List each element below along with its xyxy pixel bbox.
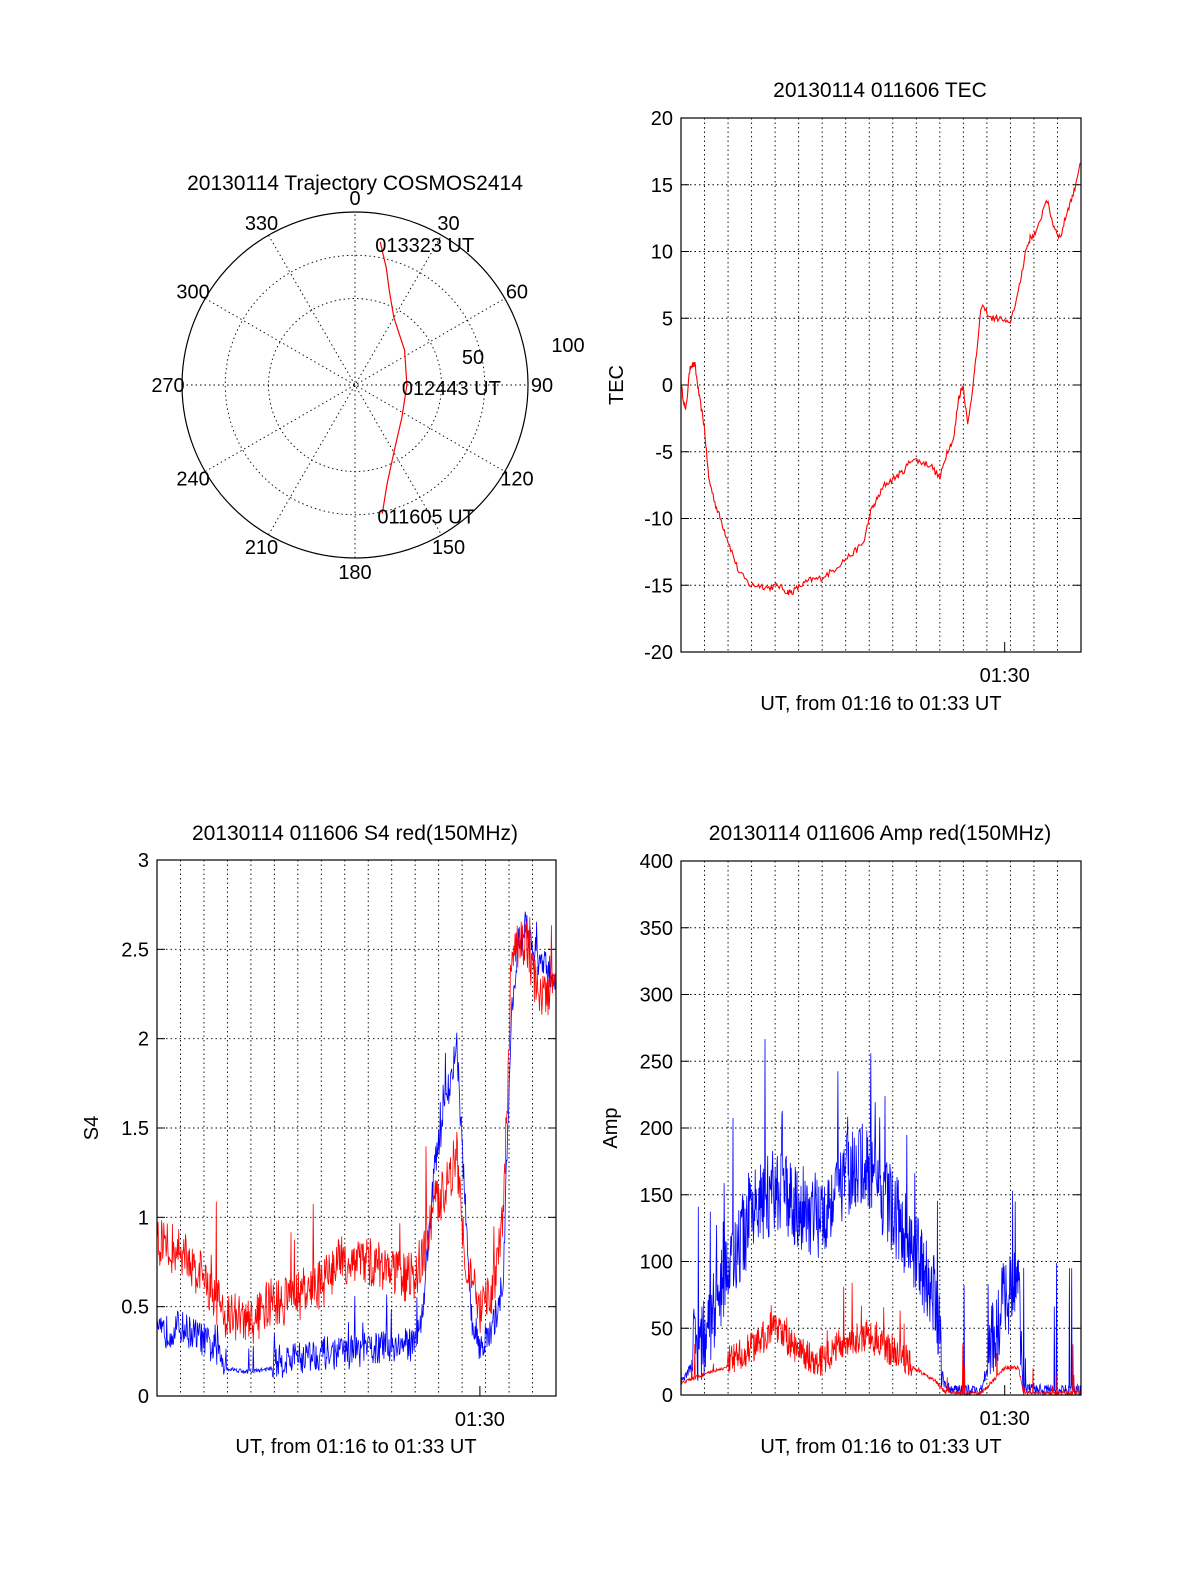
polar-grid-spoke xyxy=(268,234,442,536)
s4-x-tick-labels: 01:30 xyxy=(455,1409,505,1431)
s4-chart-title: 20130114 011606 S4 red(150MHz) xyxy=(192,822,518,845)
y-tick-label: 0 xyxy=(662,1385,673,1407)
polar-angle-label: 90 xyxy=(531,375,553,397)
series-line-blue xyxy=(680,1039,1082,1397)
polar-trajectory-chart: 20130114 Trajectory COSMOS2414 0 30 60 90 12… xyxy=(151,172,584,584)
polar-grid xyxy=(182,212,528,558)
s4-chart: 20130114 011606 S4 red(150MHz) 3 2.5 2 1.5 1… xyxy=(81,822,557,1458)
polar-radius-label-100: 100 xyxy=(551,335,584,357)
polar-angle-label: 30 xyxy=(437,213,459,235)
tec-x-axis-label: UT, from 01:16 to 01:33 UT xyxy=(760,693,1001,715)
y-tick-label: 250 xyxy=(640,1051,673,1073)
polar-grid-spoke xyxy=(204,298,506,472)
polar-angle-label: 60 xyxy=(506,282,528,304)
amp-y-axis-label: Amp xyxy=(600,1107,622,1148)
y-tick-label: 2.5 xyxy=(121,939,149,961)
trajectory-line xyxy=(379,241,408,514)
y-tick-label: 300 xyxy=(640,985,673,1007)
s4-x-axis-label: UT, from 01:16 to 01:33 UT xyxy=(235,1436,476,1458)
y-tick-label: 10 xyxy=(651,242,673,264)
amp-x-axis-label: UT, from 01:16 to 01:33 UT xyxy=(760,1436,1001,1458)
y-tick-label: -5 xyxy=(655,442,673,464)
y-tick-label: 200 xyxy=(640,1118,673,1140)
s4-series-group xyxy=(156,911,557,1379)
y-tick-label: 0.5 xyxy=(121,1297,149,1319)
tec-series-line xyxy=(680,162,1081,596)
s4-y-tick-labels: 3 2.5 2 1.5 1 0.5 0 xyxy=(121,850,149,1408)
y-tick-label: 50 xyxy=(651,1318,673,1340)
y-tick-label: -10 xyxy=(644,509,673,531)
y-tick-label: 1 xyxy=(138,1207,149,1229)
x-tick-label: 01:30 xyxy=(980,1408,1030,1430)
series-line-red xyxy=(680,1282,1082,1397)
series-line-red xyxy=(156,917,557,1344)
y-tick-label: 400 xyxy=(640,851,673,873)
amp-series-group xyxy=(680,1039,1082,1397)
polar-angle-labels: 0 30 60 90 120 150 180 210 240 270 300 330 xyxy=(151,188,553,584)
y-tick-label: 3 xyxy=(138,850,149,872)
trajectory-time-label: 011605 UT xyxy=(377,507,474,529)
polar-grid-spoke xyxy=(204,298,506,472)
y-tick-label: 350 xyxy=(640,918,673,940)
polar-angle-label: 330 xyxy=(245,213,278,235)
tec-chart: 20130114 011606 TEC 20151050-5-10-15-20 … xyxy=(606,79,1082,715)
trajectory-time-label: 012443 UT xyxy=(402,378,501,400)
polar-angle-label: 150 xyxy=(432,537,465,559)
y-tick-label: 100 xyxy=(640,1252,673,1274)
tec-x-tick-labels: 01:30 xyxy=(980,665,1030,687)
y-tick-label: -15 xyxy=(644,575,673,597)
y-tick-label: 0 xyxy=(662,375,673,397)
s4-y-axis-label: S4 xyxy=(81,1116,103,1140)
polar-angle-label: 300 xyxy=(176,282,209,304)
polar-angle-label: 180 xyxy=(338,562,371,584)
y-tick-label: 150 xyxy=(640,1185,673,1207)
polar-angle-label: 120 xyxy=(500,469,533,491)
tec-plot-frame xyxy=(680,117,1082,653)
polar-angle-label: 210 xyxy=(245,537,278,559)
trajectory-time-labels: 013323 UT 012443 UT 011605 UT xyxy=(375,235,501,529)
s4-plot-frame xyxy=(156,859,557,1397)
polar-angle-label: 270 xyxy=(151,375,184,397)
y-tick-label: -20 xyxy=(644,642,673,664)
polar-outer-ring xyxy=(181,211,529,559)
amp-y-tick-labels: 400 350 300 250 200 150 100 50 0 xyxy=(640,851,673,1407)
y-tick-label: 0 xyxy=(138,1386,149,1408)
amp-plot-frame xyxy=(680,860,1082,1396)
polar-chart-title: 20130114 Trajectory COSMOS2414 xyxy=(187,172,523,195)
amp-grid xyxy=(681,860,1081,1396)
polar-angle-label: 0 xyxy=(349,188,360,210)
tec-y-tick-labels: 20 15 10 5 0 -5 -10 -15 -20 xyxy=(644,108,673,664)
polar-grid-spoke xyxy=(268,234,442,536)
y-tick-label: 20 xyxy=(651,108,673,130)
amp-chart: 20130114 011606 Amp red(150MHz) 400 350 30… xyxy=(600,822,1082,1458)
series-line-blue xyxy=(156,911,557,1379)
y-tick-label: 1.5 xyxy=(121,1118,149,1140)
y-tick-label: 5 xyxy=(662,308,673,330)
amp-x-tick-labels: 01:30 xyxy=(980,1408,1030,1430)
x-tick-label: 01:30 xyxy=(980,665,1030,687)
tec-grid xyxy=(681,117,1081,653)
polar-angle-label: 240 xyxy=(176,469,209,491)
y-tick-label: 15 xyxy=(651,175,673,197)
amp-chart-title: 20130114 011606 Amp red(150MHz) xyxy=(709,822,1051,845)
tec-y-axis-label: TEC xyxy=(606,365,628,405)
tec-chart-title: 20130114 011606 TEC xyxy=(773,79,987,102)
polar-radius-label-50: 50 xyxy=(462,347,484,369)
x-tick-label: 01:30 xyxy=(455,1409,505,1431)
trajectory-time-label: 013323 UT xyxy=(375,235,474,257)
y-tick-label: 2 xyxy=(138,1029,149,1051)
